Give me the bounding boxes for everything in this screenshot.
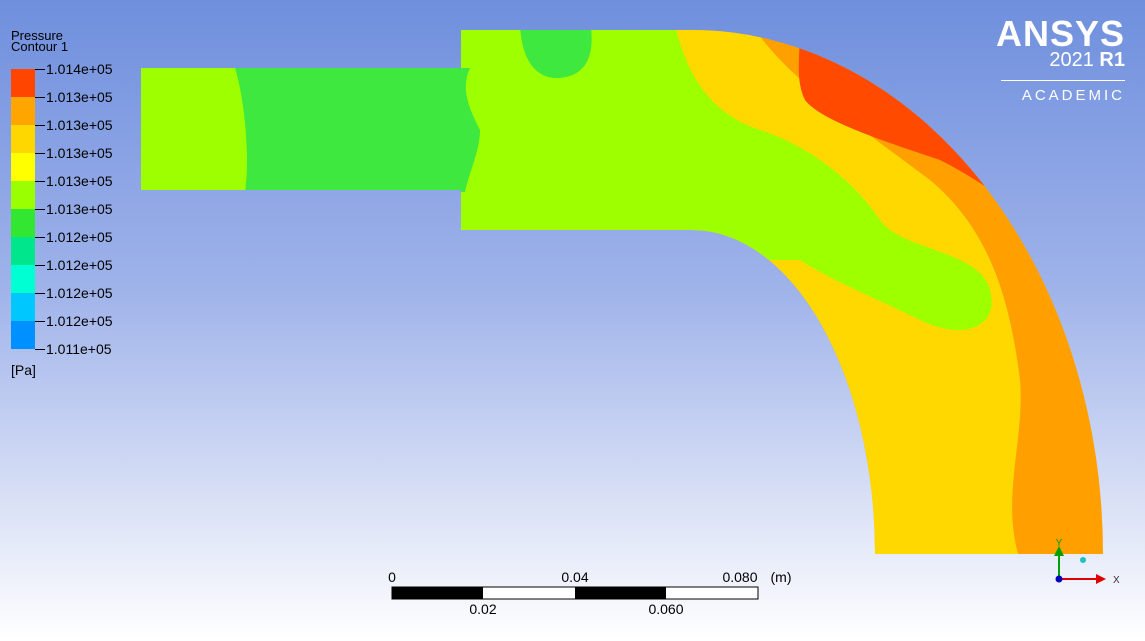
scale-label-0080: 0.080 — [722, 569, 757, 585]
scale-bar-seg-3 — [575, 587, 666, 599]
scale-bar-seg-1 — [392, 587, 483, 599]
scale-label-002: 0.02 — [469, 601, 496, 617]
scale-label-0: 0 — [388, 569, 396, 585]
scale-label-unit: (m) — [771, 569, 792, 585]
axis-origin — [1056, 576, 1063, 583]
y-axis-label: Y — [1056, 538, 1063, 549]
contour-band-green-inlet — [235, 68, 480, 192]
z-axis-dot — [1080, 557, 1086, 563]
scale-label-0060: 0.060 — [648, 601, 683, 617]
scale-bar: 0 0.04 0.080 (m) 0.02 0.060 — [388, 569, 791, 617]
x-axis-arrow — [1096, 574, 1106, 584]
x-axis-label: X — [1113, 575, 1120, 586]
scale-label-004: 0.04 — [561, 569, 588, 585]
